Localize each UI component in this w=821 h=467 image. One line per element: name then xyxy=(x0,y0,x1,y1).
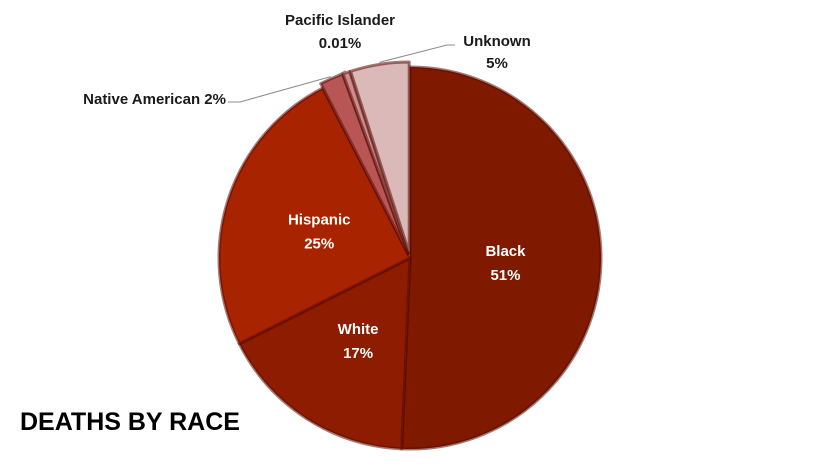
slice-value-hispanic: 25% xyxy=(304,235,334,252)
slice-value-black: 51% xyxy=(490,267,520,284)
slice-labels: Black 51% White 17% Hispanic 25% Native Americ… xyxy=(83,12,531,362)
slice-label-native-american: Native American 2% xyxy=(83,91,226,108)
pie-slice-white xyxy=(237,256,412,451)
slice-label-black: Black xyxy=(485,243,526,260)
leader-line-unknown xyxy=(379,44,455,63)
slice-label-pacific-islander: Pacific Islander xyxy=(285,12,395,29)
leader-lines xyxy=(228,44,455,103)
pie-slices xyxy=(217,60,603,451)
pie-slice-unknown xyxy=(349,60,411,255)
slice-value-unknown: 5% xyxy=(486,55,508,72)
leader-line-pacific-islander xyxy=(330,70,346,79)
leader-line-native-american xyxy=(228,76,331,103)
chart-title: DEATHS BY RACE xyxy=(20,408,240,436)
slice-label-unknown: Unknown xyxy=(463,33,531,50)
slice-value-pacific-islander: 0.01% xyxy=(319,35,362,52)
slice-label-hispanic: Hispanic xyxy=(288,211,351,228)
slice-value-white: 17% xyxy=(343,345,373,362)
pie-slice-hispanic xyxy=(217,86,412,346)
slice-label-white: White xyxy=(338,321,379,338)
pie-slice-black xyxy=(400,65,603,451)
